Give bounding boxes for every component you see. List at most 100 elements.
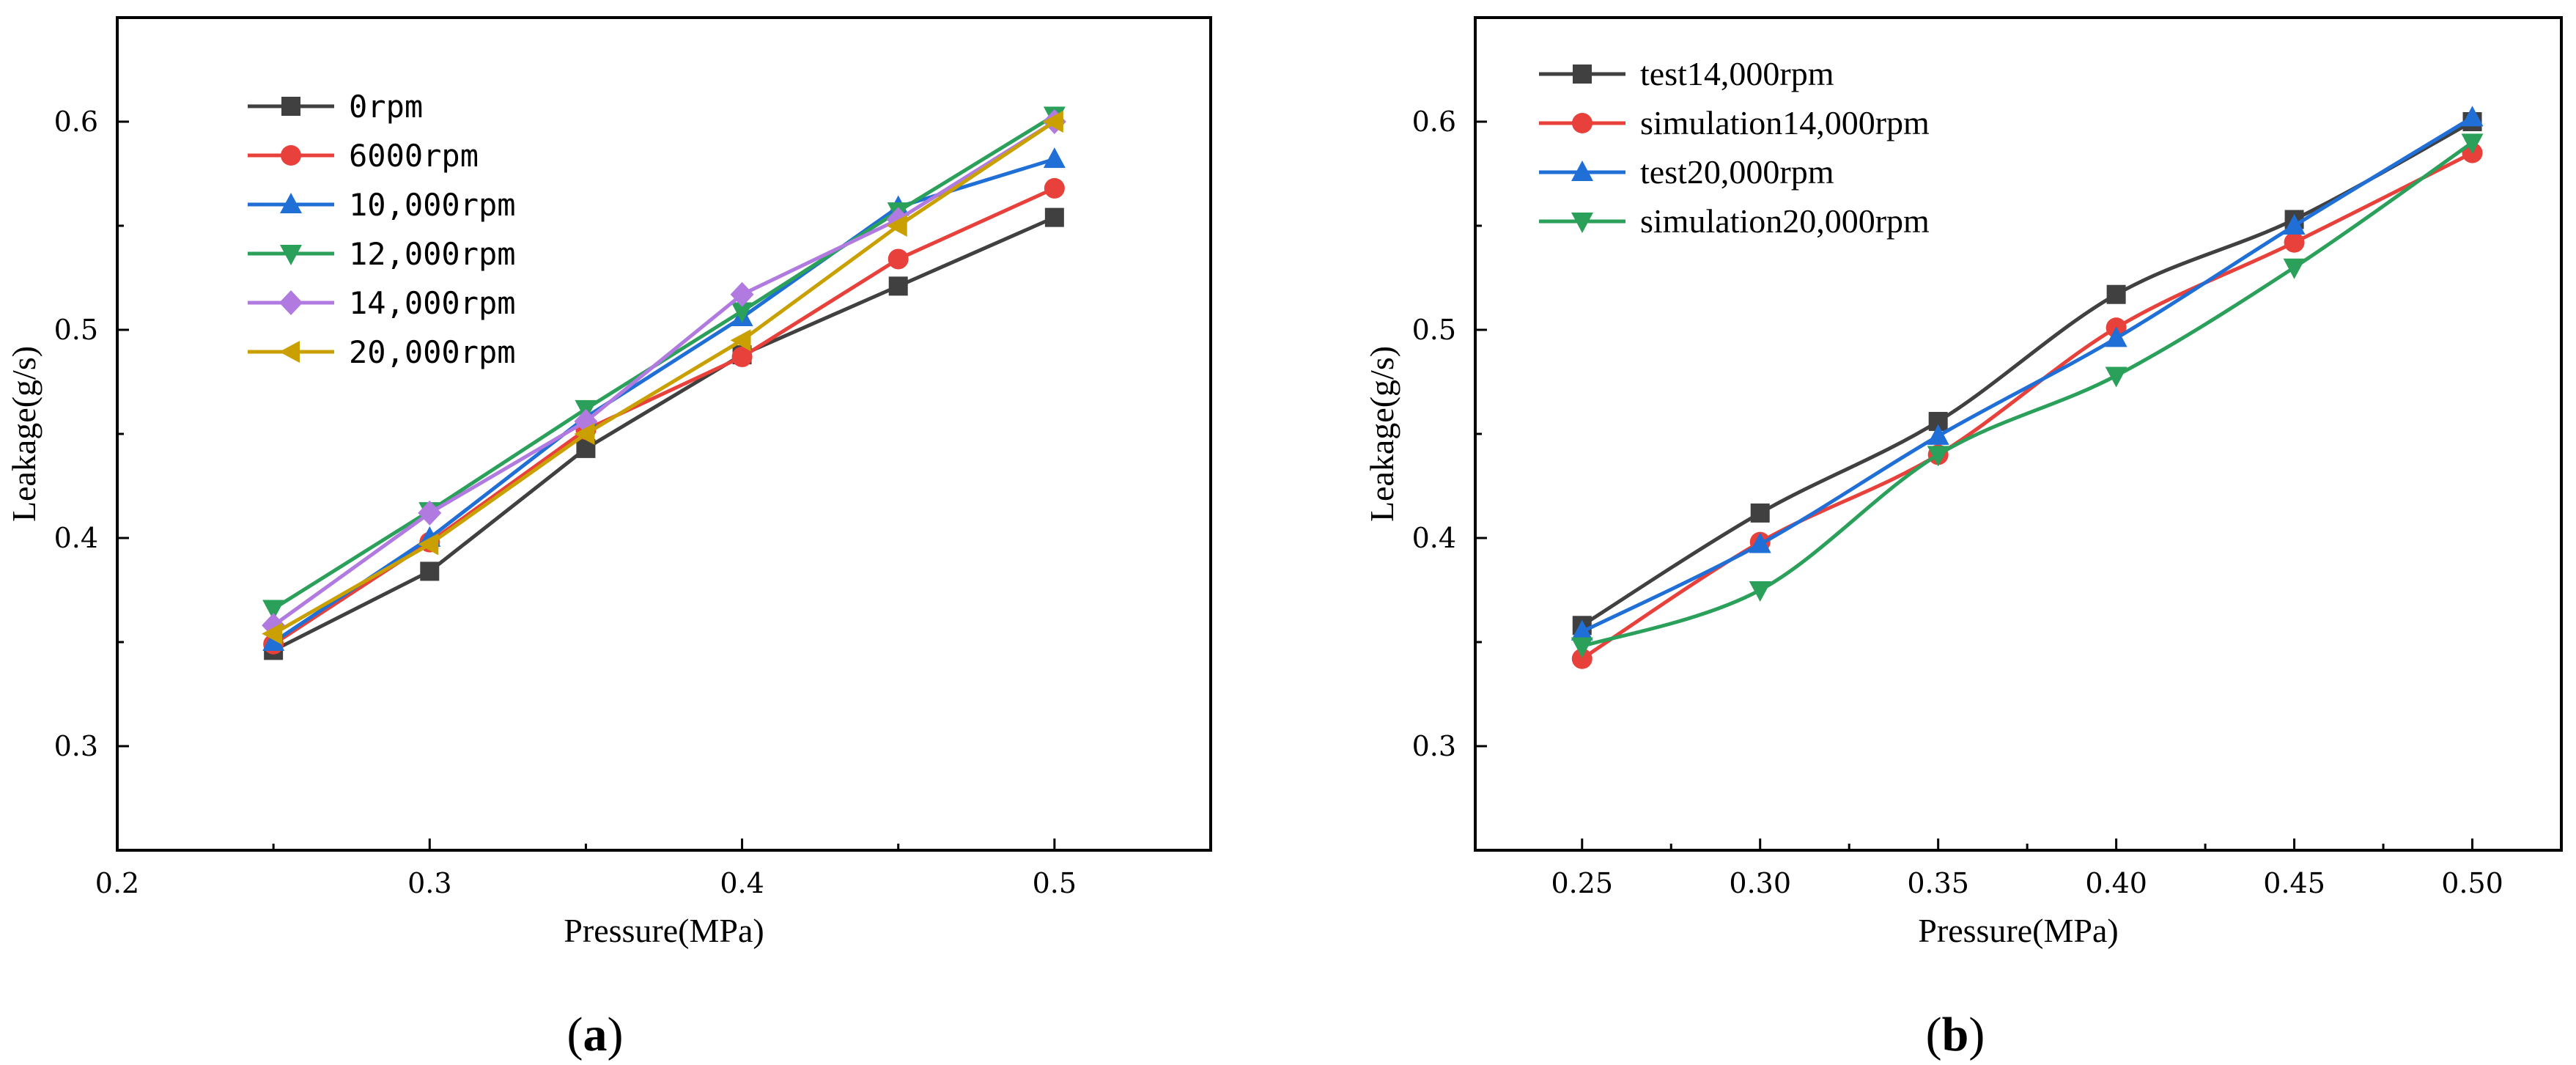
panel-label: (a) (567, 1008, 624, 1061)
data-point (1571, 637, 1593, 658)
chart-panel-b: 0.3 0.4 0.5 0.6 0.25 0.30 0.35 0.40 0.45 0.50 Pres… (1363, 16, 2563, 1061)
legend-item: test14,000rpm (1539, 55, 1834, 92)
legend-marker (280, 193, 302, 213)
y-tick-label: 0.6 (1412, 106, 1456, 138)
series-line (272, 119, 1056, 627)
legend-label: 20,000rpm (349, 334, 516, 370)
data-point (730, 329, 751, 352)
panel-label: (b) (1926, 1008, 1985, 1061)
legend-label: 6000rpm (349, 138, 479, 174)
x-tick-label: 0.50 (2441, 867, 2503, 899)
data-point (1571, 648, 1593, 669)
y-tick-label: 0.5 (1412, 314, 1456, 346)
y-tick-label: 0.3 (1412, 730, 1456, 762)
data-point (731, 302, 753, 323)
legend-label: simulation14,000rpm (1640, 104, 1930, 141)
panel-label-letter: b (1942, 1008, 1969, 1061)
data-point (574, 423, 595, 445)
x-tick-label: 0.3 (407, 867, 451, 899)
data-point (262, 622, 283, 645)
x-tick-label: 0.4 (720, 867, 764, 899)
legend-marker (281, 145, 301, 166)
x-tick-label: 0.45 (2263, 867, 2325, 899)
legend-marker (280, 245, 302, 265)
data-point (262, 630, 285, 651)
legend-label: 14,000rpm (349, 285, 516, 321)
y-tick-label: 0.3 (54, 730, 98, 762)
panel-label-open: ( (567, 1008, 583, 1061)
series-simulation20,000rpm (1571, 133, 2484, 658)
data-point (418, 533, 439, 556)
legend-marker (1572, 113, 1593, 133)
data-point (887, 248, 909, 270)
legend-marker (1571, 213, 1593, 233)
series-line (272, 157, 1055, 644)
legend-item: test20,000rpm (1539, 153, 1834, 191)
data-point (2105, 366, 2127, 388)
data-point (731, 346, 753, 367)
legend-label: test20,000rpm (1640, 153, 1834, 191)
series-line (272, 119, 1056, 635)
panel-label-letter: a (583, 1008, 608, 1061)
data-point (2283, 258, 2306, 279)
legend-label: 12,000rpm (349, 236, 516, 272)
x-axis-title: Pressure(MPa) (564, 912, 764, 949)
legend-label: simulation20,000rpm (1640, 202, 1930, 240)
legend-marker (279, 341, 300, 363)
series-line (273, 215, 1055, 652)
data-point (262, 600, 285, 621)
legend-item: 10,000rpm (248, 187, 516, 223)
series-0rpm (264, 207, 1064, 660)
data-point (2461, 106, 2484, 127)
series-line (1581, 119, 2473, 627)
data-point (1042, 111, 1063, 133)
data-point (888, 276, 908, 296)
plot-frame (116, 16, 1212, 852)
x-tick-label: 0.25 (1551, 867, 1613, 899)
x-tick-label: 0.30 (1729, 867, 1791, 899)
legend-item: 14,000rpm (248, 285, 516, 321)
data-point (1044, 177, 1065, 199)
legend-marker (1571, 161, 1593, 181)
data-point (420, 561, 440, 581)
legend: 0rpm 6000rpm 10,000rpm 12,000rpm 14,000rpm 20… (248, 89, 516, 370)
legend: test14,000rpm simulation14,000rpm test20,0… (1539, 55, 1930, 240)
y-tick-label: 0.4 (1412, 522, 1456, 554)
data-point (1749, 532, 1771, 553)
data-point (730, 281, 754, 307)
data-point (2284, 232, 2305, 253)
legend-item: simulation20,000rpm (1539, 202, 1930, 240)
data-point (1750, 503, 1770, 523)
data-point (1749, 581, 1771, 602)
y-tick-label: 0.4 (54, 522, 98, 554)
x-axis-title: Pressure(MPa) (1918, 912, 2118, 949)
legend-marker (279, 290, 303, 315)
x-tick-label: 0.40 (2085, 867, 2147, 899)
data-point (886, 215, 907, 237)
legend-marker (1573, 65, 1592, 84)
series-line (1582, 141, 2473, 649)
chart-panel-a: 0.3 0.4 0.5 0.6 0.2 0.3 0.4 0.5 Pressure(MPa) Lea… (5, 16, 1212, 1061)
data-point (1043, 147, 1066, 169)
data-point (2283, 214, 2306, 235)
data-point (1571, 619, 1593, 641)
data-point (1044, 207, 1064, 227)
legend-item: 0rpm (248, 89, 423, 125)
panel-label-close: ) (1968, 1008, 1985, 1061)
series-20,000rpm (262, 111, 1063, 645)
legend-label: 10,000rpm (349, 187, 516, 223)
panel-label-open: ( (1926, 1008, 1942, 1061)
series-line (1581, 116, 2473, 634)
y-axis-title: Leakage(g/s) (1363, 346, 1400, 522)
plot-frame (1474, 16, 2563, 852)
legend-label: 0rpm (349, 89, 423, 125)
data-point (1927, 424, 1949, 445)
data-point (418, 500, 442, 526)
y-tick-label: 0.5 (54, 314, 98, 346)
x-tick-label: 0.35 (1907, 867, 1969, 899)
series-10,000rpm (262, 147, 1066, 651)
legend-item: 12,000rpm (248, 236, 516, 272)
data-point (1927, 446, 1949, 467)
y-tick-label: 0.6 (54, 106, 98, 138)
